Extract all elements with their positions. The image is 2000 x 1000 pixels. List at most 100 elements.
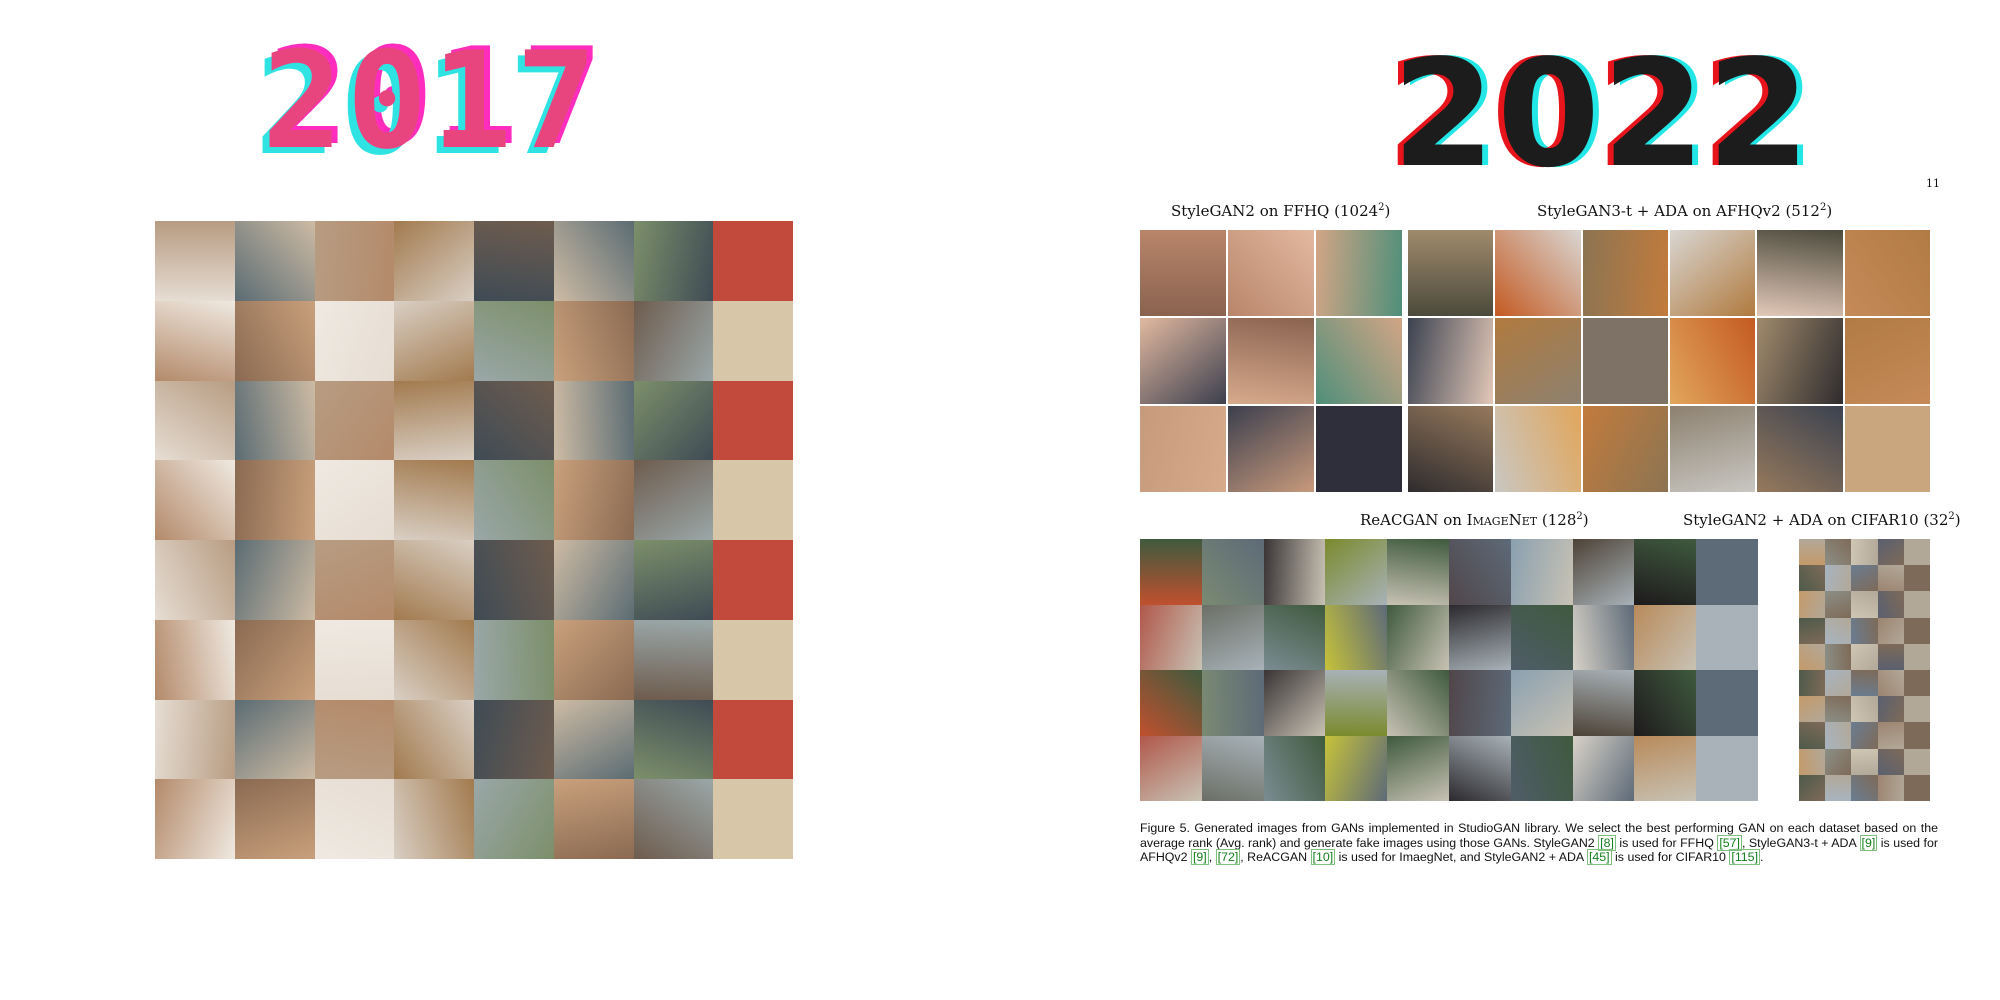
cifar-label-sup: 2 [1948,511,1955,522]
caption-part: . [1760,850,1764,864]
caption-part: , ReACGAN [1240,850,1311,864]
generated-image-thumbnail [1903,748,1930,775]
generated-image-thumbnail [633,221,714,301]
generated-image-thumbnail [1799,722,1826,749]
generated-image-thumbnail [1634,670,1697,736]
ffhq-label-close: ) [1384,202,1391,220]
citation-link[interactable]: [9] [1190,849,1209,865]
citation-link[interactable]: [72] [1215,849,1241,865]
generated-image-thumbnail [1316,406,1402,492]
cifar-panel-label: StyleGAN2 + ADA on CIFAR10 (322) [1683,511,1961,529]
generated-image-thumbnail [713,380,793,461]
generated-image-thumbnail [1825,591,1852,618]
generated-image-thumbnail [1851,774,1878,801]
generated-image-thumbnail [394,779,474,859]
generated-image-thumbnail [1263,670,1326,736]
generated-image-thumbnail [1201,539,1264,605]
citation-link[interactable]: [9] [1859,834,1878,851]
generated-image-thumbnail [155,221,235,301]
citation-link[interactable]: [10] [1310,849,1336,865]
generated-image-thumbnail [1877,617,1904,644]
afhq-animal-grid [1408,230,1930,492]
year-2017-heading: 2017 [262,23,601,179]
page-number: 11 [1926,177,1940,190]
generated-image-thumbnail [1510,604,1573,670]
generated-image-thumbnail [1825,643,1852,670]
generated-image-thumbnail [1903,617,1930,644]
generated-image-thumbnail [1903,722,1930,749]
caption-part: , [1208,850,1216,864]
ffhq-panel-label: StyleGAN2 on FFHQ (10242) [1171,202,1390,220]
generated-image-thumbnail [1844,318,1930,404]
generated-image-thumbnail [1448,670,1511,736]
generated-image-thumbnail [1140,604,1202,670]
generated-image-thumbnail [1263,735,1326,801]
imagenet-label-sup: 2 [1576,511,1583,522]
generated-image-thumbnail [713,779,793,859]
generated-image-thumbnail [1851,539,1878,566]
afhq-panel-label: StyleGAN3-t + ADA on AFHQv2 (5122) [1537,202,1832,220]
year-2022-heading: 2022 [1392,28,1812,200]
generated-image-thumbnail [1670,318,1756,404]
generated-image-thumbnail [1851,670,1878,697]
generated-image-thumbnail [1316,318,1402,404]
generated-image-thumbnail [314,540,395,620]
citation-link[interactable]: [115] [1729,849,1761,865]
generated-image-thumbnail [1387,604,1449,670]
generated-image-thumbnail [155,619,235,700]
generated-image-thumbnail [155,460,235,540]
generated-image-thumbnail [1140,318,1226,404]
generated-image-thumbnail [1877,643,1904,670]
generated-image-thumbnail [713,221,793,301]
generated-image-thumbnail [1263,604,1326,670]
generated-image-thumbnail [1877,565,1904,592]
generated-image-thumbnail [314,300,395,381]
generated-image-thumbnail [1877,591,1904,618]
generated-image-thumbnail [1572,735,1635,801]
generated-image-thumbnail [713,699,793,780]
generated-image-thumbnail [1448,539,1511,605]
generated-image-thumbnail [314,699,395,780]
generated-image-thumbnail [1448,735,1511,801]
generated-image-thumbnail [713,460,793,540]
generated-image-thumbnail [553,460,634,540]
ffhq-label-text: StyleGAN2 on FFHQ (1024 [1171,202,1379,220]
generated-image-thumbnail [394,619,474,700]
generated-image-thumbnail [1825,670,1852,697]
generated-image-thumbnail [394,221,474,301]
generated-image-thumbnail [1696,539,1758,605]
generated-image-thumbnail [234,540,315,620]
citation-link[interactable]: [57] [1717,834,1742,851]
generated-image-thumbnail [553,540,634,620]
imagenet-image-grid [1140,539,1758,801]
generated-image-thumbnail [1572,670,1635,736]
citation-link[interactable]: [45] [1586,849,1612,865]
generated-image-thumbnail [553,779,634,859]
generated-image-thumbnail [1757,406,1843,492]
generated-image-thumbnail [234,460,315,540]
generated-image-thumbnail [1316,230,1402,316]
generated-image-thumbnail [394,380,474,461]
generated-image-thumbnail [1799,696,1826,723]
imagenet-label-pre: ReACGAN on [1360,511,1467,529]
generated-image-thumbnail [1325,604,1388,670]
generated-image-thumbnail [474,380,554,461]
generated-image-thumbnail [1448,604,1511,670]
generated-image-thumbnail [1670,230,1756,316]
caption-part: , StyleGAN3-t + ADA [1741,835,1860,850]
generated-image-thumbnail [1851,565,1878,592]
generated-image-thumbnail [474,779,554,859]
generated-image-thumbnail [1844,230,1930,316]
cifar10-image-grid [1799,539,1930,801]
citation-link[interactable]: [8] [1598,834,1616,851]
generated-image-thumbnail [1903,565,1930,592]
caption-part: is used for FFHQ [1615,835,1718,850]
generated-image-thumbnail [633,619,714,700]
generated-image-thumbnail [1844,406,1930,492]
generated-image-thumbnail [713,619,793,700]
generated-image-thumbnail [1903,670,1930,697]
generated-image-thumbnail [1408,318,1494,404]
generated-image-thumbnail [1877,696,1904,723]
generated-image-thumbnail [1325,539,1388,605]
generated-image-thumbnail [314,221,395,301]
